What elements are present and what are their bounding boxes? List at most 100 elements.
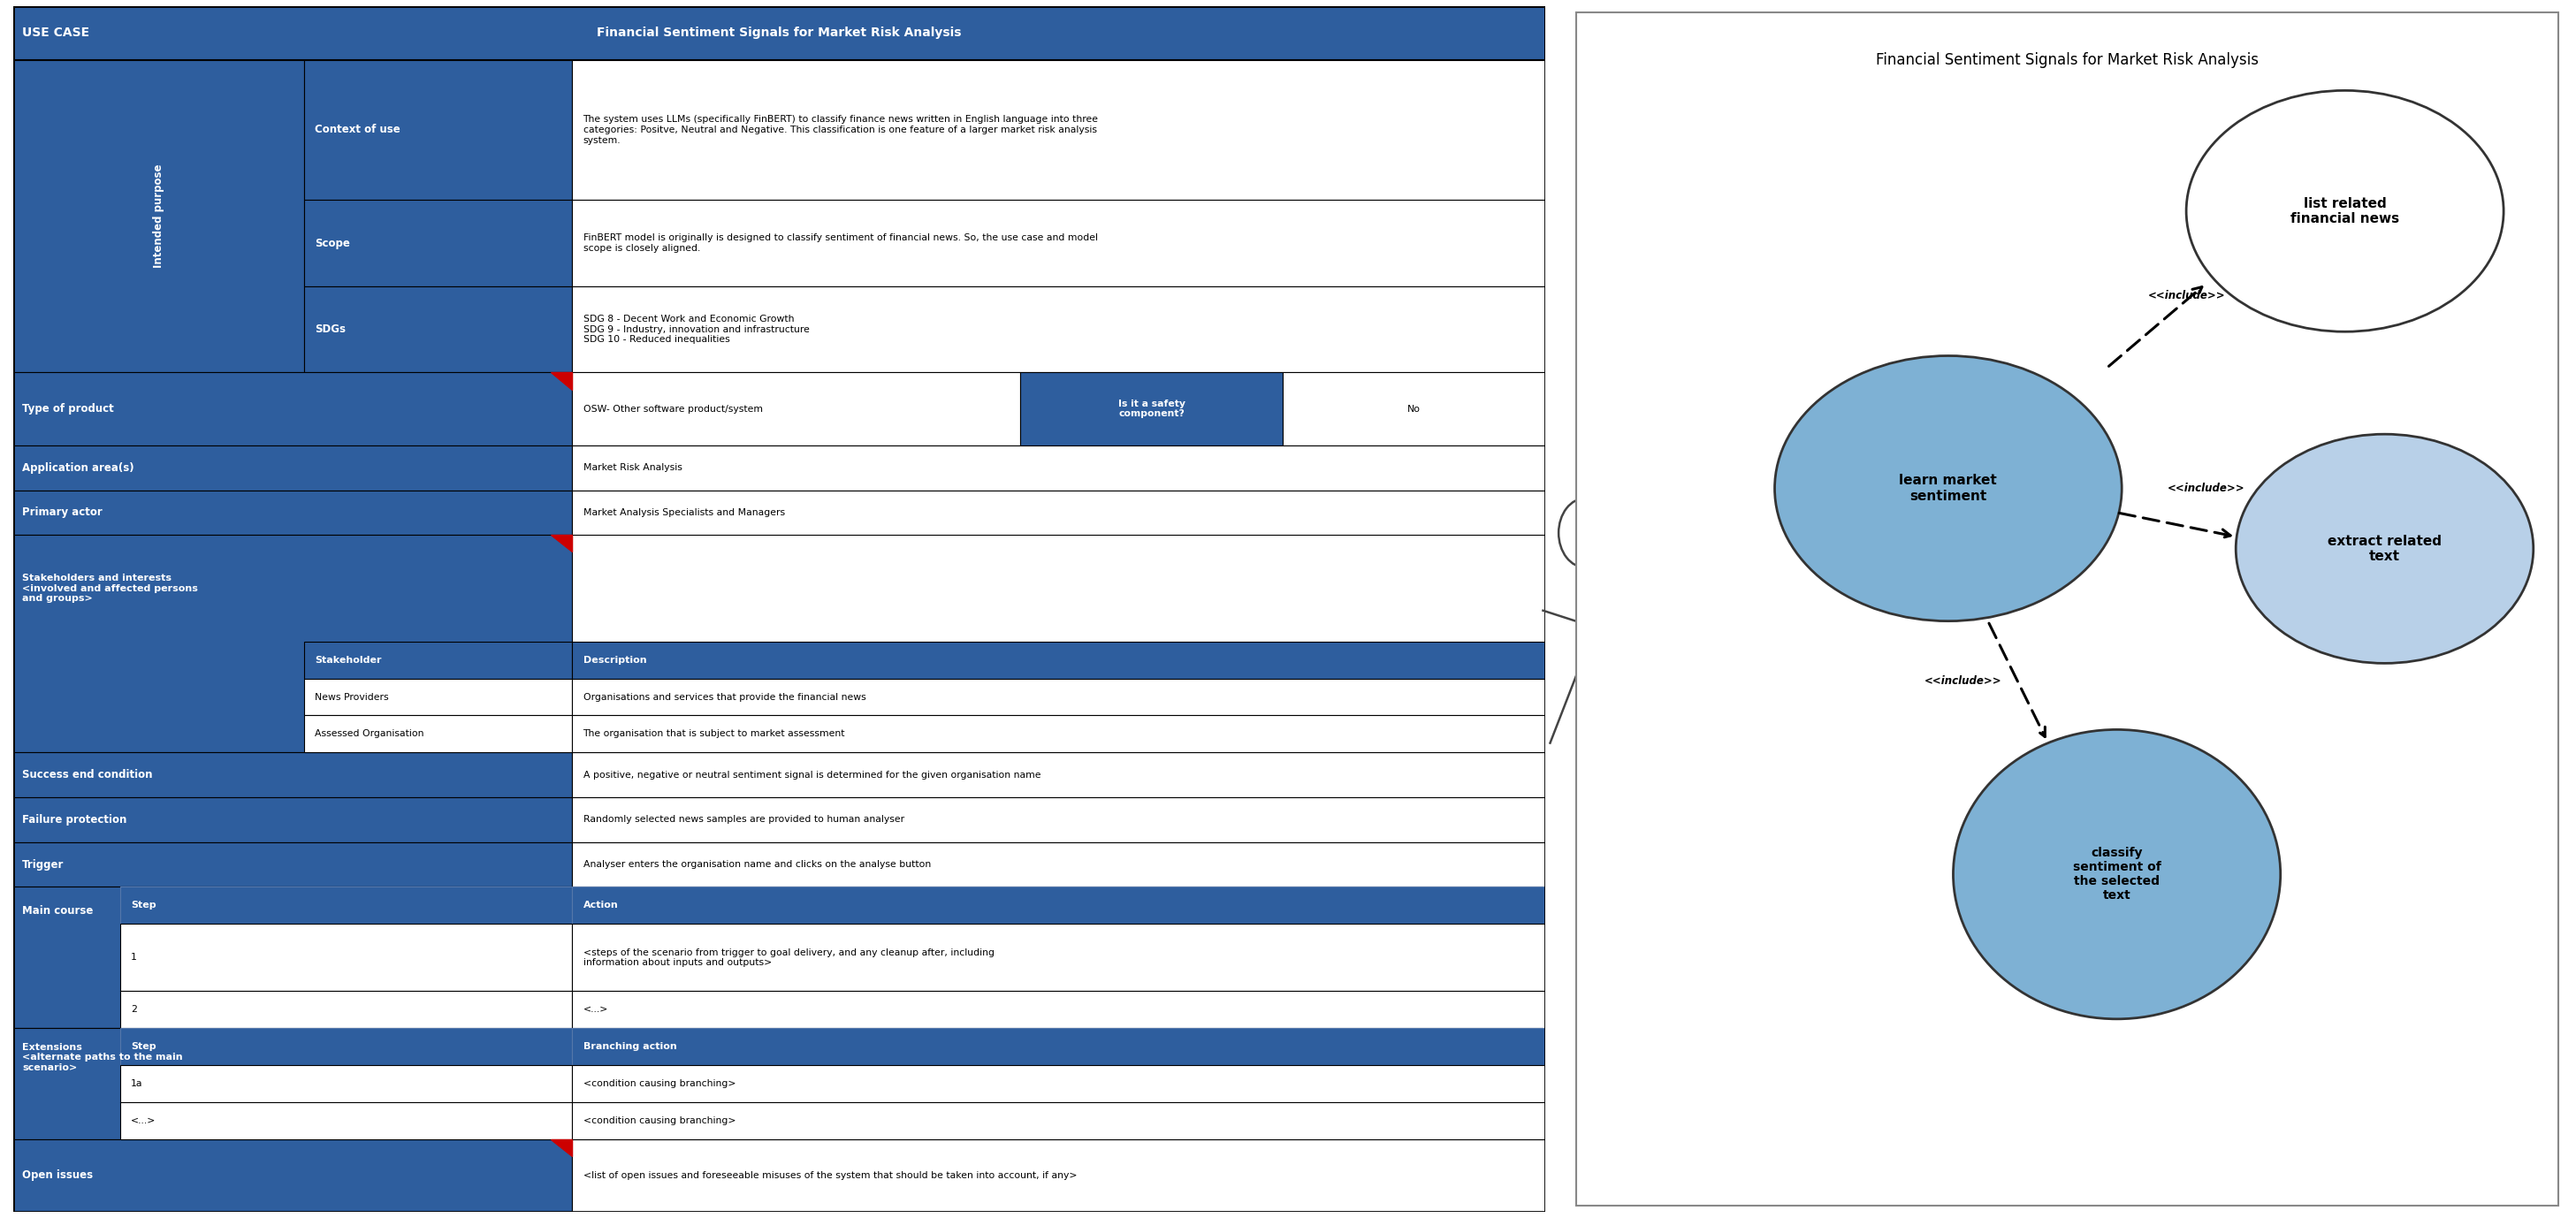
FancyBboxPatch shape [121,887,572,924]
Text: Is it a safety
component?: Is it a safety component? [1118,400,1185,419]
FancyBboxPatch shape [572,991,1546,1028]
FancyBboxPatch shape [572,286,1546,373]
Text: Context of use: Context of use [314,124,399,135]
Text: Main course: Main course [23,905,93,916]
Text: OSW- Other software product/system: OSW- Other software product/system [582,404,762,413]
FancyBboxPatch shape [572,715,1546,753]
Text: No: No [1406,404,1422,413]
Text: Failure protection: Failure protection [23,814,126,826]
FancyBboxPatch shape [572,798,1546,842]
FancyBboxPatch shape [304,642,572,678]
Text: Branching action: Branching action [582,1043,677,1051]
FancyBboxPatch shape [13,60,304,373]
FancyBboxPatch shape [572,60,1546,200]
Text: 1a: 1a [131,1079,142,1088]
Text: SDGs: SDGs [314,324,345,335]
Text: Type of product: Type of product [23,403,113,414]
Text: <...>: <...> [582,1005,608,1015]
FancyBboxPatch shape [572,373,1020,446]
Text: The organisation that is subject to market assessment: The organisation that is subject to mark… [582,730,845,738]
FancyBboxPatch shape [121,1102,572,1139]
Text: Primary actor: Primary actor [23,507,103,519]
FancyBboxPatch shape [304,715,572,753]
Text: Step: Step [131,901,157,910]
FancyBboxPatch shape [13,798,572,842]
FancyBboxPatch shape [13,373,572,446]
Ellipse shape [2236,434,2532,664]
Text: Trigger: Trigger [23,859,64,870]
FancyBboxPatch shape [13,535,572,753]
Text: Application area(s): Application area(s) [23,462,134,474]
Text: <list of open issues and foreseeable misuses of the system that should be taken : <list of open issues and foreseeable mis… [582,1170,1077,1180]
Text: <steps of the scenario from trigger to goal delivery, and any cleanup after, inc: <steps of the scenario from trigger to g… [582,948,994,967]
FancyBboxPatch shape [121,991,572,1028]
FancyBboxPatch shape [1283,373,1546,446]
FancyBboxPatch shape [572,1028,1546,1065]
FancyBboxPatch shape [1577,12,2558,1206]
Ellipse shape [1953,730,2280,1019]
Text: The system uses LLMs (specifically FinBERT) to classify finance news written in : The system uses LLMs (specifically FinBE… [582,116,1097,145]
Text: Financial Sentiment Signals for Market Risk Analysis: Financial Sentiment Signals for Market R… [1875,52,2259,68]
Text: Intended purpose: Intended purpose [152,164,165,268]
Text: Financial Sentiment Signals for Market Risk Analysis: Financial Sentiment Signals for Market R… [598,27,961,39]
FancyBboxPatch shape [572,842,1546,887]
Text: USE CASE: USE CASE [23,27,90,39]
FancyBboxPatch shape [304,286,572,373]
FancyBboxPatch shape [13,842,572,887]
FancyBboxPatch shape [572,490,1546,535]
Text: <condition causing branching>: <condition causing branching> [582,1116,737,1125]
Text: 1: 1 [131,954,137,962]
Text: Market Risk Analysis: Market Risk Analysis [582,463,683,473]
FancyBboxPatch shape [304,60,572,200]
Polygon shape [551,1139,572,1156]
FancyBboxPatch shape [572,678,1546,715]
FancyBboxPatch shape [13,753,572,798]
Text: 2: 2 [131,1005,137,1015]
Ellipse shape [2187,90,2504,331]
FancyBboxPatch shape [304,678,572,715]
FancyBboxPatch shape [572,642,1546,678]
Text: Analyser enters the organisation name and clicks on the analyse button: Analyser enters the organisation name an… [582,860,930,868]
FancyBboxPatch shape [572,753,1546,798]
Text: Description: Description [582,655,647,664]
Text: Open issues: Open issues [23,1169,93,1181]
FancyBboxPatch shape [13,887,572,1028]
Text: extract related
text: extract related text [2329,535,2442,563]
Text: Organisations and services that provide the financial news: Organisations and services that provide … [582,693,866,702]
Text: learn market
sentiment: learn market sentiment [1899,474,1996,503]
Text: list related
financial news: list related financial news [2290,197,2398,225]
FancyBboxPatch shape [13,1139,572,1212]
Text: <<include>>: <<include>> [1924,676,2002,687]
FancyBboxPatch shape [572,1102,1546,1139]
FancyBboxPatch shape [572,200,1546,286]
FancyBboxPatch shape [1020,373,1283,446]
Text: Step: Step [131,1043,157,1051]
Text: A positive, negative or neutral sentiment signal is determined for the given org: A positive, negative or neutral sentimen… [582,771,1041,780]
Polygon shape [551,373,572,390]
Text: Extensions
<alternate paths to the main
scenario>: Extensions <alternate paths to the main … [23,1043,183,1072]
FancyBboxPatch shape [572,924,1546,991]
Text: <<include>>: <<include>> [2148,290,2226,301]
FancyBboxPatch shape [572,887,1546,924]
FancyBboxPatch shape [572,1065,1546,1102]
FancyBboxPatch shape [13,6,1546,60]
Text: <...>: <...> [131,1116,157,1125]
Text: Market Analysis Specialists and Managers: Market Analysis Specialists and Managers [582,508,786,518]
Polygon shape [551,535,572,552]
Text: <condition causing branching>: <condition causing branching> [582,1079,737,1088]
Text: classify
sentiment of
the selected
text: classify sentiment of the selected text [2074,847,2161,903]
FancyBboxPatch shape [121,1065,572,1102]
Ellipse shape [1775,356,2123,621]
Text: Action: Action [582,901,618,910]
Text: Randomly selected news samples are provided to human analyser: Randomly selected news samples are provi… [582,815,904,825]
Text: Stakeholder: Stakeholder [314,655,381,664]
FancyBboxPatch shape [572,446,1546,490]
Text: News Providers: News Providers [314,693,389,702]
FancyBboxPatch shape [121,1028,572,1065]
FancyBboxPatch shape [304,200,572,286]
Text: Scope: Scope [314,238,350,248]
FancyBboxPatch shape [572,1139,1546,1212]
Text: FinBERT model is originally is designed to classify sentiment of financial news.: FinBERT model is originally is designed … [582,234,1097,252]
Text: <<include>>: <<include>> [2166,482,2244,495]
Text: Assessed Organisation: Assessed Organisation [314,730,425,738]
